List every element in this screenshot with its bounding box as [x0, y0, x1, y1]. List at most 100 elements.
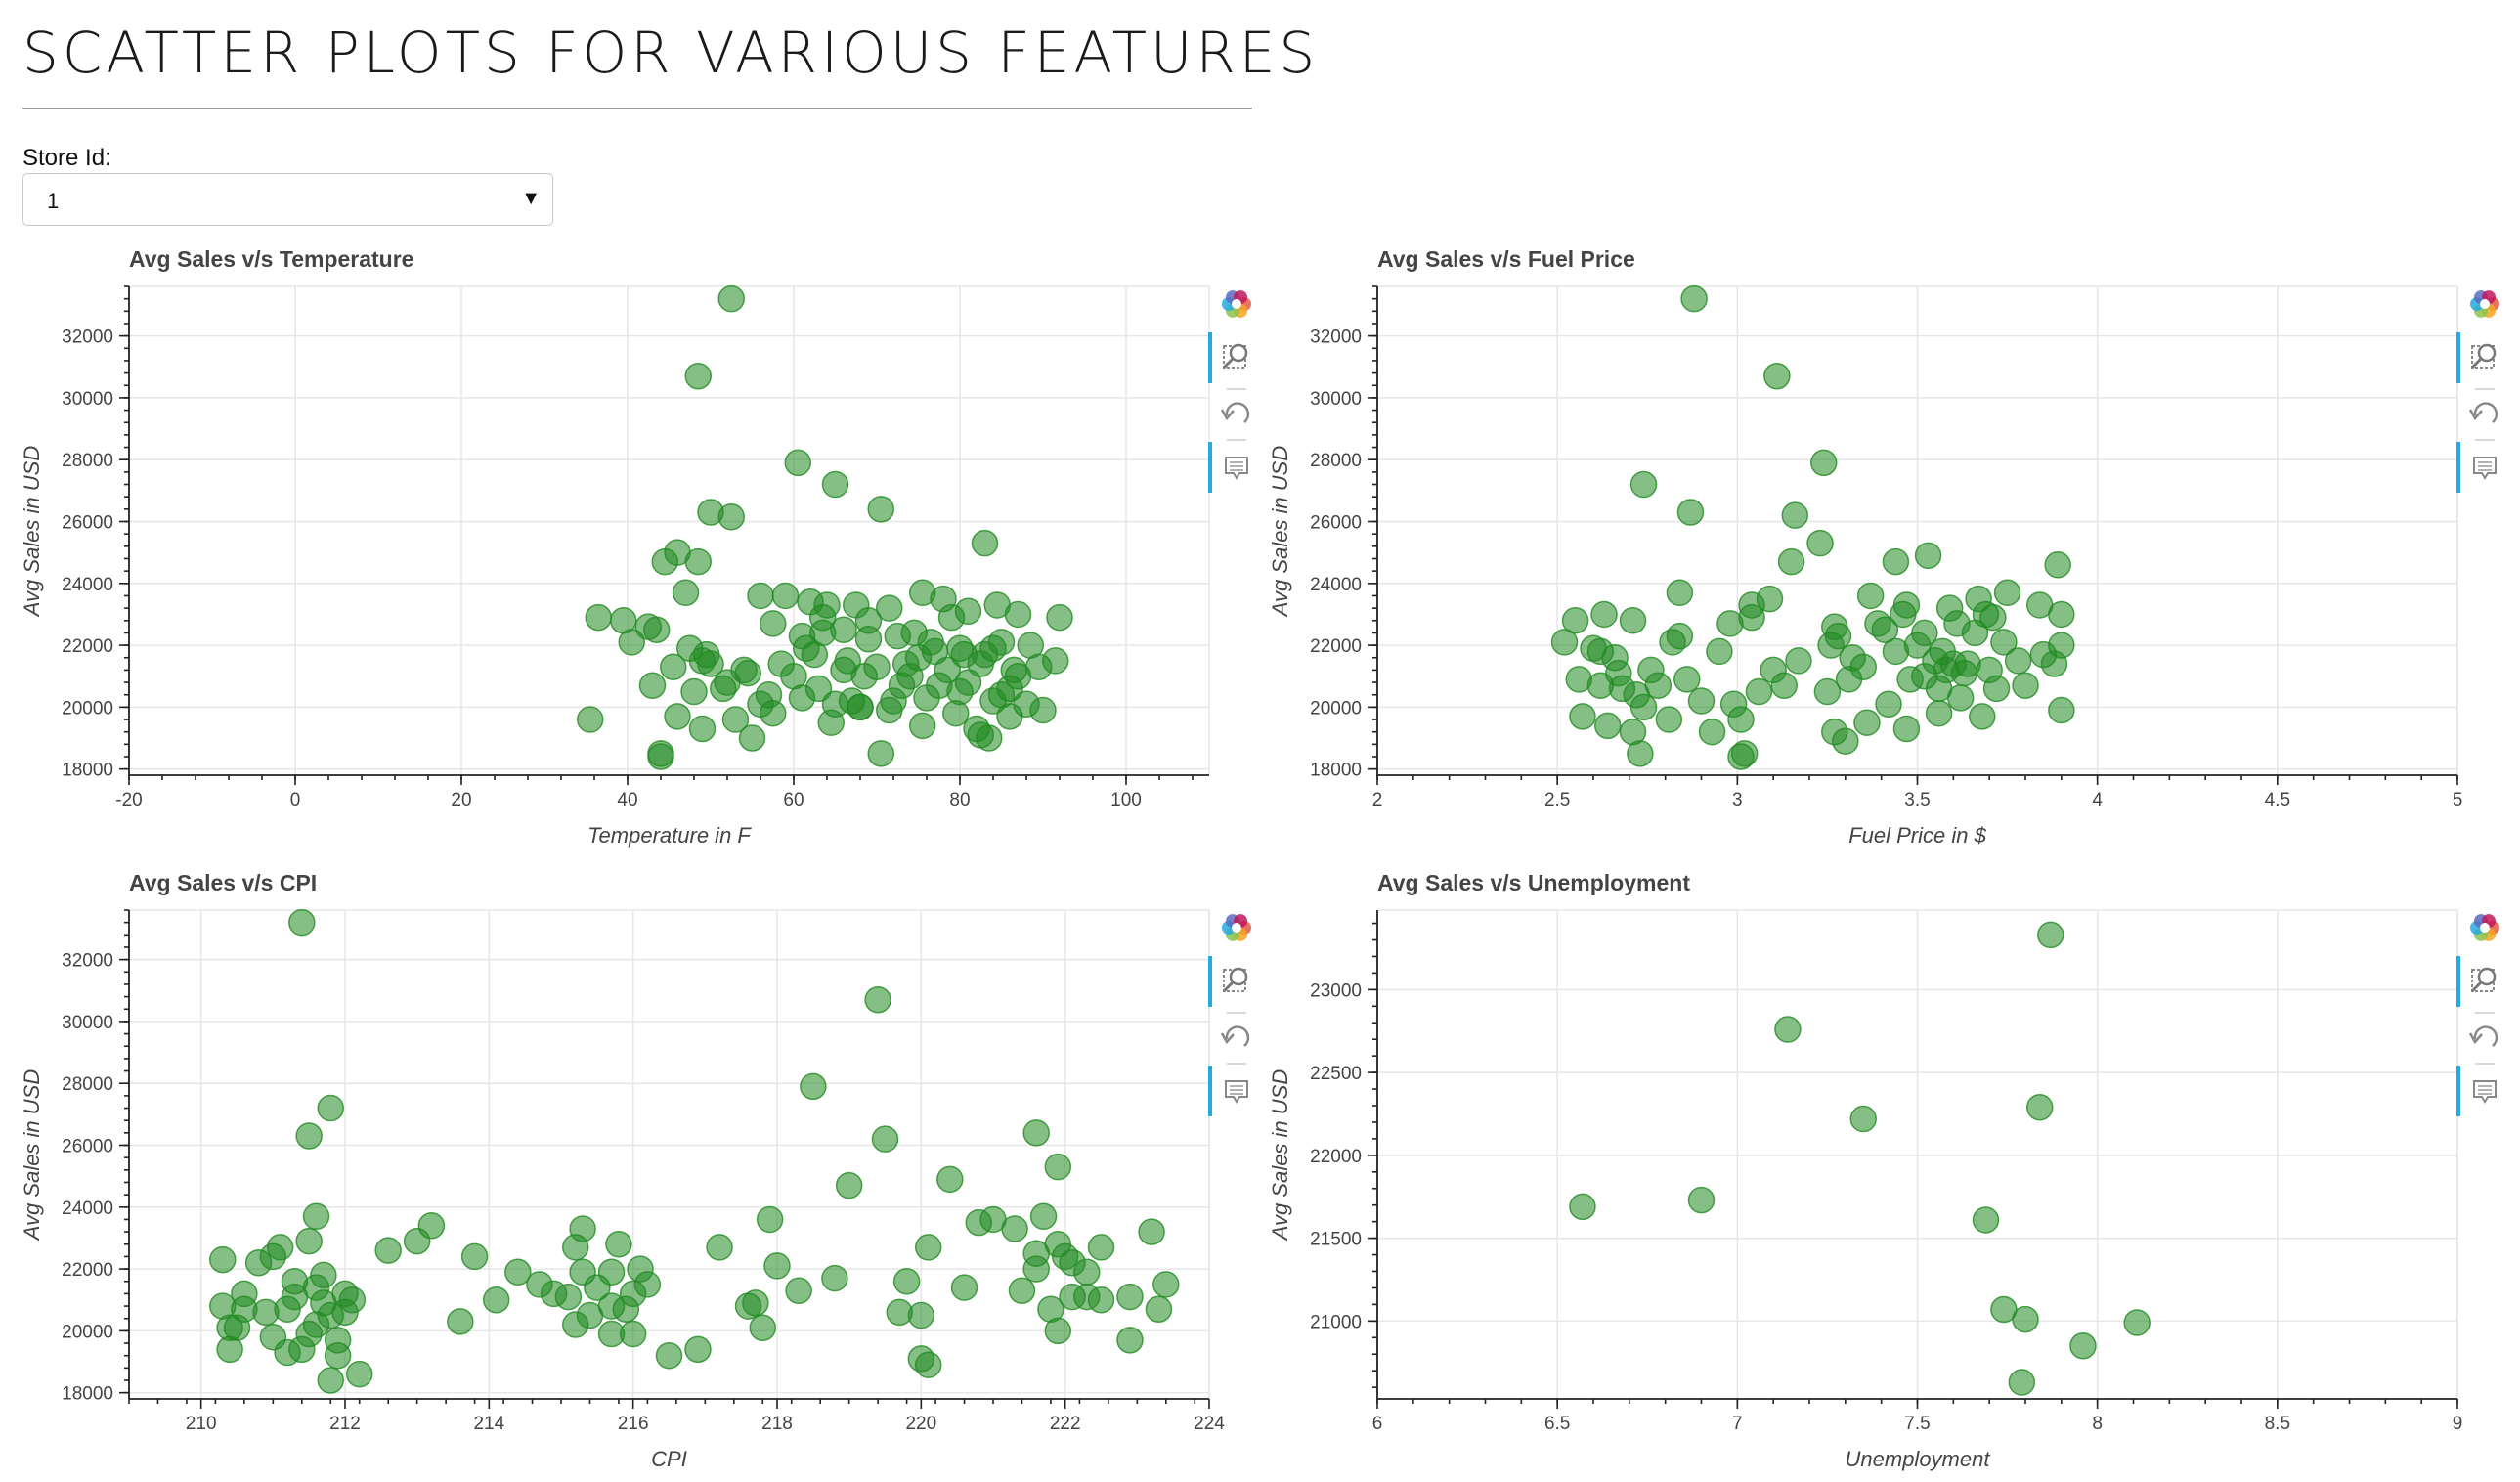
- box-zoom-lens: [1229, 967, 1248, 986]
- data-point: [1806, 529, 1834, 557]
- y-tick-label: 20000: [62, 1322, 113, 1342]
- data-point: [1706, 637, 1733, 666]
- data-point: [209, 1245, 237, 1274]
- data-point: [447, 1308, 474, 1335]
- y-tick-label: 26000: [62, 1137, 113, 1157]
- data-point: [1046, 603, 1073, 632]
- data-point: [907, 1301, 935, 1329]
- chart-fuel-price: Avg Sales v/s Fuel Price 2 2.5 3 3.5 4 4.5 5 180…: [1248, 244, 2508, 860]
- y-axis-label: Avg Sales in USD: [1268, 446, 1292, 619]
- y-axis-label: Avg Sales in USD: [20, 1069, 44, 1242]
- data-point: [597, 1320, 626, 1348]
- data-point: [914, 1351, 942, 1378]
- data-point: [1051, 1242, 1079, 1271]
- data-point: [1659, 629, 1686, 656]
- reset-icon[interactable]: [2468, 402, 2498, 423]
- y-tick-label: 24000: [1310, 575, 1362, 595]
- data-point: [976, 724, 1003, 752]
- y-tick-label: 28000: [1310, 451, 1362, 471]
- data-point: [1116, 1283, 1144, 1311]
- x-tick-label: 222: [1050, 1414, 1081, 1434]
- data-point: [888, 672, 916, 699]
- data-point: [1982, 675, 2011, 703]
- data-point: [1785, 647, 1812, 675]
- box-zoom-icon[interactable]: [2470, 343, 2497, 370]
- reset-arrow: [1220, 409, 1235, 421]
- y-tick-label: 26000: [62, 513, 113, 534]
- x-tick-label: 220: [905, 1414, 936, 1434]
- x-tick-label: 40: [617, 790, 637, 810]
- data-point: [684, 547, 712, 576]
- bokeh-logo-icon[interactable]: [1222, 290, 1251, 318]
- data-point: [2037, 921, 2064, 949]
- chart-svg: Avg Sales v/s Unemployment 6 6.5 7 7.5 8 8.5 9 2…: [1268, 870, 2499, 1471]
- store-id-label: Store Id:: [22, 145, 111, 171]
- y-tick-label: 21000: [1310, 1312, 1362, 1332]
- data-point: [295, 1320, 323, 1348]
- data-point: [2029, 640, 2058, 669]
- data-point: [954, 669, 982, 696]
- box-zoom-handle: [1222, 357, 1235, 370]
- chart-toolbar: [2456, 914, 2499, 1116]
- bokeh-logo-icon[interactable]: [2470, 914, 2499, 941]
- y-tick-label: 24000: [62, 575, 113, 595]
- data-point: [1760, 656, 1787, 684]
- box-zoom-icon[interactable]: [1222, 343, 1248, 370]
- data-point: [302, 1202, 330, 1231]
- data-point: [504, 1258, 532, 1286]
- active-tool-indicator: [2456, 1066, 2460, 1116]
- data-point: [1687, 1186, 1716, 1214]
- hover-icon[interactable]: [1225, 457, 1248, 480]
- data-point: [1550, 629, 1579, 656]
- store-id-select[interactable]: 1 ▼: [22, 173, 553, 226]
- x-tick-label: 224: [1194, 1414, 1225, 1434]
- data-point: [577, 706, 604, 733]
- box-zoom-icon[interactable]: [1222, 967, 1248, 993]
- y-tick-label: 20000: [1310, 698, 1362, 719]
- data-point: [793, 634, 820, 663]
- data-point: [1925, 699, 1953, 727]
- data-point: [1698, 718, 1726, 746]
- y-tick-label: 22000: [62, 636, 113, 657]
- reset-icon[interactable]: [2468, 1025, 2498, 1047]
- data-point: [1608, 675, 1636, 703]
- data-point: [1969, 703, 1996, 730]
- hover-icon[interactable]: [1225, 1080, 1248, 1104]
- reset-icon[interactable]: [1220, 1025, 1250, 1047]
- data-point: [317, 1367, 345, 1394]
- data-point: [1001, 1215, 1028, 1242]
- hover-icon[interactable]: [2473, 457, 2497, 480]
- data-point: [310, 1289, 337, 1317]
- data-point: [482, 1286, 510, 1314]
- data-point: [647, 743, 674, 770]
- x-tick-label: 20: [451, 790, 471, 810]
- y-tick-label: 20000: [62, 698, 113, 719]
- hover-icon[interactable]: [2473, 1080, 2497, 1104]
- data-point: [1946, 684, 1975, 712]
- data-point: [817, 709, 845, 736]
- x-tick-label: 5: [2453, 790, 2463, 810]
- box-zoom-handle: [2470, 981, 2483, 993]
- logo-center: [2480, 923, 2490, 933]
- data-point: [830, 656, 857, 684]
- x-tick-label: 214: [473, 1414, 504, 1434]
- data-point: [904, 643, 933, 672]
- data-point: [1590, 600, 1618, 629]
- box-zoom-icon[interactable]: [2470, 967, 2497, 993]
- x-axis-label: CPI: [651, 1447, 687, 1471]
- data-point: [1914, 542, 1942, 570]
- data-point: [1972, 1206, 2000, 1234]
- x-tick-label: 4: [2092, 790, 2103, 810]
- data-point: [1004, 600, 1032, 629]
- data-point: [1774, 1016, 1802, 1043]
- reset-icon[interactable]: [1220, 402, 1250, 423]
- active-tool-indicator: [2456, 442, 2460, 493]
- data-point: [1029, 1202, 1058, 1231]
- logo-center: [1232, 299, 1241, 309]
- data-point: [1727, 706, 1755, 733]
- y-tick-label: 30000: [1310, 389, 1362, 410]
- bokeh-logo-icon[interactable]: [2470, 290, 2499, 318]
- data-point: [569, 1258, 596, 1286]
- data-point: [821, 470, 849, 499]
- bokeh-logo-icon[interactable]: [1222, 914, 1251, 941]
